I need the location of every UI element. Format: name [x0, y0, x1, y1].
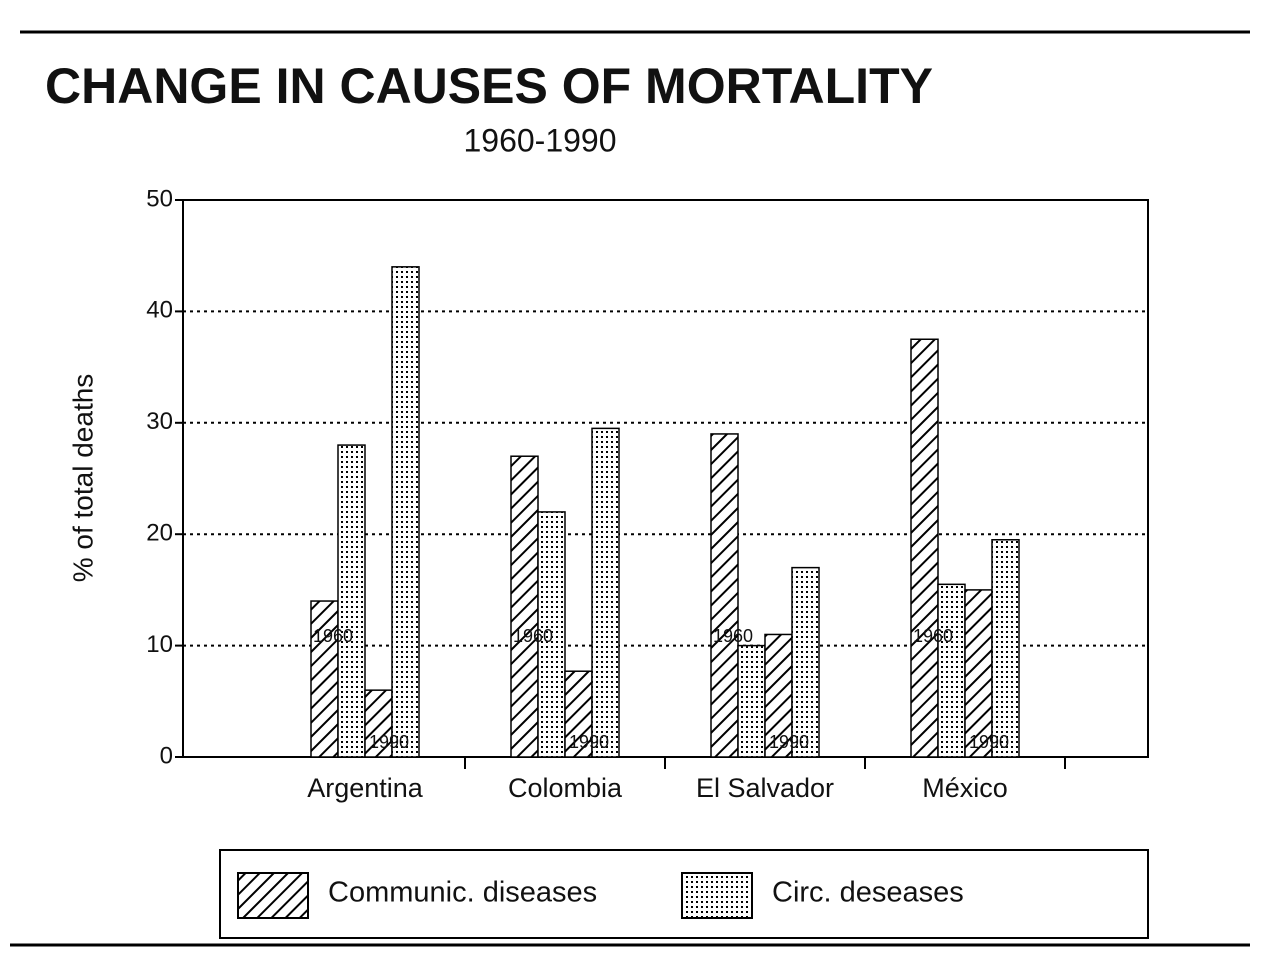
period-label: 1960 — [513, 626, 553, 646]
period-label: 1990 — [769, 732, 809, 752]
period-label: 1990 — [569, 732, 609, 752]
legend-label: Communic. diseases — [328, 877, 597, 909]
bar — [510, 455, 539, 758]
chart-subtitle: 1960-1990 — [463, 122, 616, 158]
bar — [310, 600, 339, 758]
legend-swatch — [681, 872, 753, 919]
bar — [737, 644, 766, 758]
x-tick-label: El Salvador — [696, 773, 834, 803]
y-axis-label: % of total deaths — [67, 374, 98, 583]
bar — [591, 427, 620, 758]
y-tick-label: 0 — [160, 742, 173, 769]
bar — [964, 589, 993, 758]
period-label: 1990 — [369, 732, 409, 752]
bar — [364, 689, 393, 758]
period-label: 1960 — [713, 626, 753, 646]
x-tick-label: México — [922, 773, 1008, 803]
period-label: 1960 — [913, 626, 953, 646]
legend-box — [219, 849, 1149, 939]
bar — [337, 444, 366, 758]
period-label: 1960 — [313, 626, 353, 646]
bar — [391, 266, 420, 758]
x-tick-label: Colombia — [508, 773, 623, 803]
bar — [537, 511, 566, 758]
y-tick-label: 10 — [146, 631, 173, 658]
legend-swatch — [237, 872, 309, 919]
x-tick-label: Argentina — [307, 773, 424, 803]
y-tick-label: 40 — [146, 297, 173, 324]
y-tick-label: 50 — [146, 185, 173, 212]
bar — [910, 338, 939, 758]
legend-label: Circ. deseases — [772, 877, 964, 909]
y-tick-label: 20 — [146, 520, 173, 547]
bar — [710, 433, 739, 758]
bar — [991, 539, 1020, 758]
bar — [791, 566, 820, 758]
period-label: 1990 — [969, 732, 1009, 752]
y-tick-label: 30 — [146, 408, 173, 435]
bar — [937, 583, 966, 758]
chart-title: CHANGE IN CAUSES OF MORTALITY — [45, 58, 933, 114]
